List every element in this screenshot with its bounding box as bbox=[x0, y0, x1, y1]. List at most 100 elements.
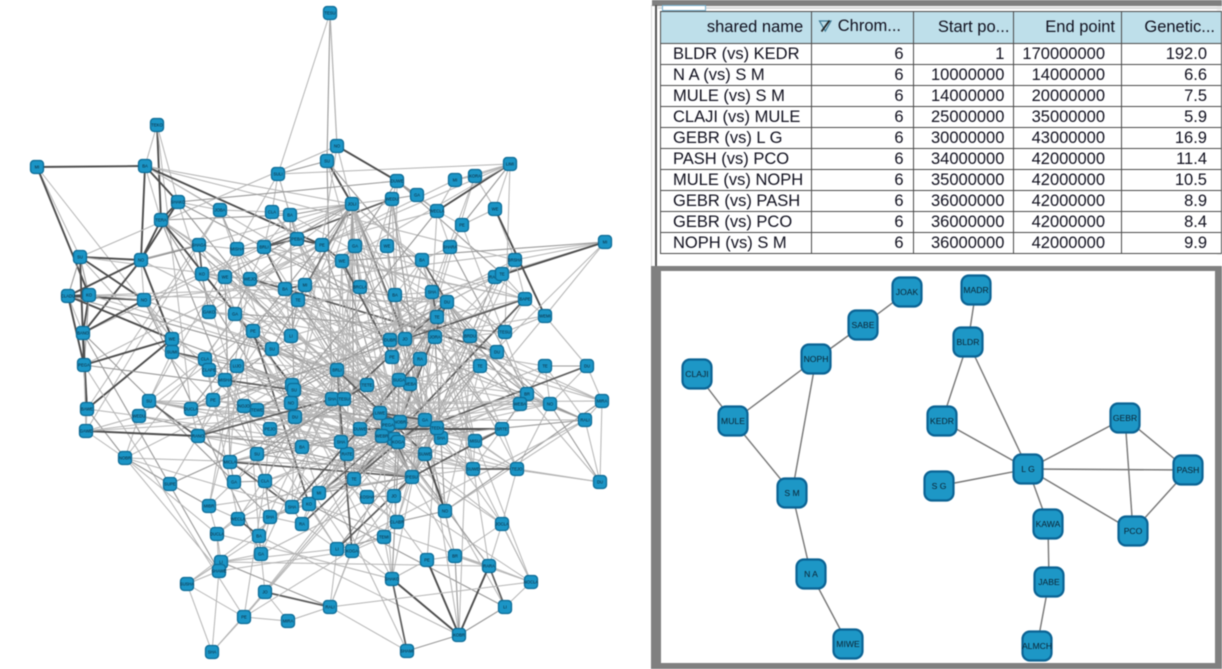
svg-text:SHAKO: SHAKO bbox=[385, 577, 400, 582]
svg-text:MADR: MADR bbox=[963, 285, 988, 295]
svg-text:TEMI: TEMI bbox=[379, 535, 389, 540]
svg-text:CLA: CLA bbox=[268, 210, 276, 215]
svg-text:GEBR: GEBR bbox=[1113, 413, 1137, 423]
svg-text:NOBR: NOBR bbox=[394, 420, 406, 425]
svg-text:L G: L G bbox=[1021, 464, 1035, 474]
svg-text:PCO: PCO bbox=[1124, 526, 1143, 536]
svg-text:MICLA: MICLA bbox=[224, 460, 237, 465]
svg-text:SU: SU bbox=[269, 347, 275, 352]
svg-text:GA: GA bbox=[258, 552, 264, 557]
svg-text:MI: MI bbox=[303, 283, 308, 288]
svg-text:WE: WE bbox=[384, 244, 391, 249]
svg-text:TE: TE bbox=[499, 272, 505, 277]
svg-text:KOSHA: KOSHA bbox=[360, 495, 375, 500]
svg-text:LI: LI bbox=[289, 334, 293, 339]
svg-text:MIRA: MIRA bbox=[283, 619, 294, 624]
svg-text:WEMI: WEMI bbox=[539, 314, 550, 319]
svg-text:BA: BA bbox=[287, 213, 293, 218]
svg-text:WEDU: WEDU bbox=[386, 197, 399, 202]
svg-text:SU: SU bbox=[146, 399, 152, 404]
svg-text:SHAWE: SHAWE bbox=[211, 569, 226, 574]
svg-text:MISU: MISU bbox=[470, 439, 480, 444]
svg-text:MIWE: MIWE bbox=[836, 639, 860, 649]
svg-text:SHAKO: SHAKO bbox=[171, 200, 186, 205]
svg-text:BA: BA bbox=[256, 534, 262, 539]
svg-text:DU: DU bbox=[444, 300, 450, 305]
svg-text:CLADU: CLADU bbox=[61, 294, 75, 299]
svg-text:KO: KO bbox=[199, 272, 206, 277]
svg-text:SULI: SULI bbox=[273, 172, 282, 177]
svg-text:SHAMI: SHAMI bbox=[400, 649, 413, 654]
svg-text:GA: GA bbox=[414, 193, 420, 198]
svg-text:DU: DU bbox=[292, 415, 298, 420]
svg-text:BLDR: BLDR bbox=[957, 337, 980, 347]
svg-text:DUBR: DUBR bbox=[384, 338, 396, 343]
svg-text:BA: BA bbox=[392, 293, 398, 298]
svg-text:TETE: TETE bbox=[362, 383, 373, 388]
svg-text:JO: JO bbox=[402, 337, 408, 342]
svg-text:PE: PE bbox=[424, 558, 430, 563]
svg-text:RANO: RANO bbox=[192, 434, 205, 439]
svg-text:PE: PE bbox=[250, 329, 256, 334]
svg-text:BRLI: BRLI bbox=[259, 245, 268, 250]
svg-text:GA: GA bbox=[232, 312, 238, 317]
svg-text:SHA: SHA bbox=[328, 397, 337, 402]
svg-text:SHA: SHA bbox=[208, 650, 217, 655]
svg-text:WE: WE bbox=[169, 337, 176, 342]
svg-text:TESU: TESU bbox=[499, 330, 510, 335]
svg-text:JOLI: JOLI bbox=[348, 202, 357, 207]
svg-text:BRCLA: BRCLA bbox=[353, 285, 367, 290]
svg-text:NO: NO bbox=[334, 144, 341, 149]
svg-text:MI: MI bbox=[603, 240, 608, 245]
svg-text:SABE: SABE bbox=[852, 320, 875, 330]
svg-text:SUPE: SUPE bbox=[164, 482, 176, 487]
svg-text:KAWA: KAWA bbox=[1036, 519, 1061, 529]
svg-text:SHA: SHA bbox=[266, 515, 275, 520]
svg-text:DUCLA: DUCLA bbox=[184, 407, 198, 412]
svg-text:WEBA: WEBA bbox=[404, 382, 417, 387]
svg-text:NO: NO bbox=[288, 401, 295, 406]
svg-text:DU: DU bbox=[584, 364, 590, 369]
svg-text:KOBR: KOBR bbox=[453, 633, 465, 638]
svg-text:DU: DU bbox=[494, 350, 500, 355]
svg-text:S G: S G bbox=[932, 481, 947, 491]
svg-text:WEBA: WEBA bbox=[514, 402, 527, 407]
svg-text:JABE: JABE bbox=[1038, 577, 1060, 587]
svg-text:GAKO: GAKO bbox=[203, 310, 216, 315]
svg-text:LI: LI bbox=[503, 605, 507, 610]
svg-text:MI: MI bbox=[317, 491, 322, 496]
svg-text:TESU: TESU bbox=[338, 397, 349, 402]
svg-text:RALI: RALI bbox=[580, 418, 589, 423]
svg-text:NO: NO bbox=[138, 258, 145, 263]
svg-text:KO: KO bbox=[306, 502, 313, 507]
svg-text:SUWE: SUWE bbox=[467, 467, 480, 472]
svg-text:SUGA: SUGA bbox=[393, 378, 405, 383]
svg-text:TEDU: TEDU bbox=[431, 426, 442, 431]
svg-text:DU: DU bbox=[597, 480, 603, 485]
svg-text:KO: KO bbox=[86, 293, 93, 298]
svg-text:MI: MI bbox=[453, 178, 458, 183]
svg-text:DUWE: DUWE bbox=[391, 179, 404, 184]
svg-text:SHAGA: SHAGA bbox=[192, 243, 207, 248]
svg-text:LI: LI bbox=[219, 560, 223, 565]
svg-text:PEGA: PEGA bbox=[78, 363, 90, 368]
svg-text:KEDR: KEDR bbox=[930, 416, 954, 426]
svg-text:GA: GA bbox=[352, 244, 358, 249]
svg-text:PEJO: PEJO bbox=[265, 427, 277, 432]
svg-text:SU: SU bbox=[291, 388, 297, 393]
svg-text:BR: BR bbox=[524, 392, 530, 397]
svg-text:MIBR: MIBR bbox=[204, 504, 214, 509]
svg-text:BR: BR bbox=[452, 554, 458, 559]
svg-text:WE: WE bbox=[492, 207, 499, 212]
svg-text:BA: BA bbox=[419, 258, 425, 263]
svg-text:DUCLA: DUCLA bbox=[210, 532, 224, 537]
svg-text:TE: TE bbox=[295, 298, 301, 303]
svg-text:SU: SU bbox=[324, 159, 330, 164]
svg-text:MISHA: MISHA bbox=[218, 378, 231, 383]
svg-text:TERA: TERA bbox=[155, 218, 166, 223]
svg-text:WECLA: WECLA bbox=[430, 209, 445, 214]
svg-text:GA: GA bbox=[231, 480, 237, 485]
svg-text:MULE: MULE bbox=[721, 416, 745, 426]
svg-text:TE: TE bbox=[477, 364, 483, 369]
svg-text:SUWE: SUWE bbox=[419, 452, 432, 457]
